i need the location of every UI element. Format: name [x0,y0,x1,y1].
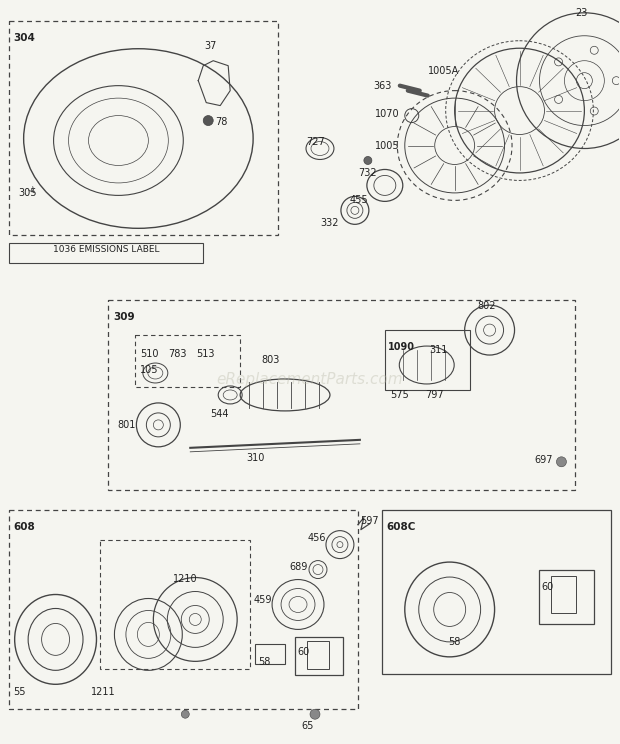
Text: 58: 58 [258,658,270,667]
Bar [385,330,469,390]
Bar [9,21,278,235]
Text: 597: 597 [360,516,379,526]
Bar [135,335,240,387]
Text: 1210: 1210 [173,574,198,583]
Text: 608C: 608C [387,522,416,532]
Text: 697: 697 [534,455,552,465]
Text: 727: 727 [306,137,325,147]
Bar [100,539,250,670]
Text: 510: 510 [140,349,159,359]
Text: 1070: 1070 [375,109,400,118]
Text: 1211: 1211 [91,687,115,697]
Bar [295,638,343,676]
Text: 544: 544 [210,409,228,419]
Bar [539,570,595,624]
Text: eReplacementParts.com: eReplacementParts.com [216,373,404,388]
Text: 310: 310 [246,453,264,463]
Bar [382,510,611,674]
Text: 65: 65 [302,721,314,731]
Text: 23: 23 [575,8,588,18]
Text: 60: 60 [541,582,554,591]
Bar [255,644,285,664]
Text: 105: 105 [140,365,159,375]
Bar [108,300,575,490]
Text: 1036 EMISSIONS LABEL: 1036 EMISSIONS LABEL [53,246,160,254]
Text: 305: 305 [19,188,37,199]
Circle shape [203,115,213,126]
Text: 575: 575 [390,390,409,400]
Text: 1090: 1090 [388,342,415,352]
Bar [551,576,577,614]
Text: 455: 455 [349,196,368,205]
Text: 783: 783 [168,349,187,359]
Text: 78: 78 [215,117,228,126]
Text: 309: 309 [113,312,135,322]
Bar [9,243,203,263]
Circle shape [181,711,189,718]
Text: 803: 803 [261,355,279,365]
Text: 689: 689 [290,562,308,571]
Circle shape [310,709,320,719]
Text: 459: 459 [254,594,272,605]
Bar [307,641,329,670]
Text: 802: 802 [477,301,496,311]
Text: 311: 311 [430,345,448,355]
Text: 456: 456 [308,533,326,542]
Text: 732: 732 [358,168,376,179]
Text: 801: 801 [117,420,135,430]
Circle shape [364,156,372,164]
Text: 608: 608 [14,522,35,532]
Text: 60: 60 [297,647,309,658]
Text: 304: 304 [14,33,35,42]
Bar [9,510,358,709]
Text: 55: 55 [14,687,26,697]
Text: 363: 363 [373,80,392,91]
Circle shape [556,457,567,466]
Text: 37: 37 [204,41,216,51]
Text: 1005: 1005 [375,141,400,150]
Text: 58: 58 [448,638,461,647]
Text: 332: 332 [321,218,339,228]
Text: 1005A: 1005A [428,65,459,76]
Text: 513: 513 [197,349,215,359]
Text: 797: 797 [425,390,443,400]
